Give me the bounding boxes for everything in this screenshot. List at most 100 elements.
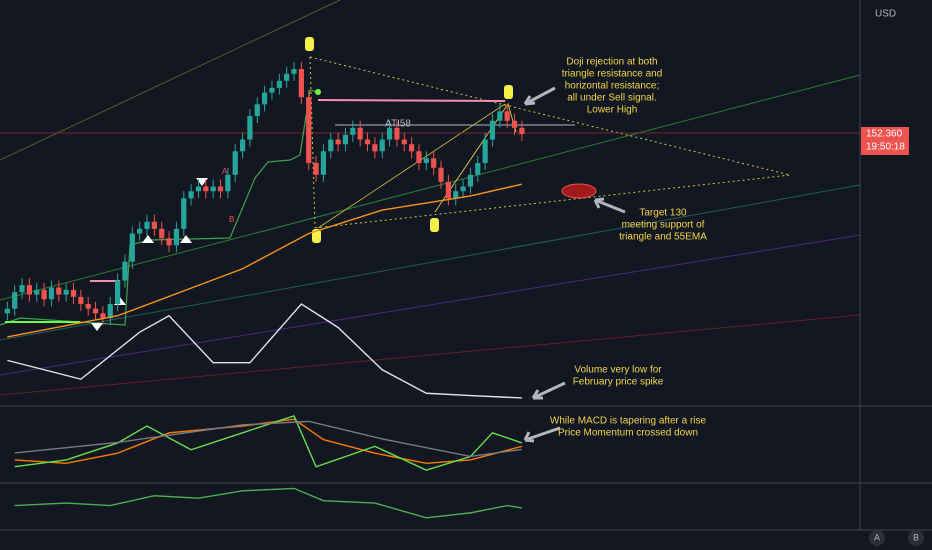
- series-line: [7, 183, 523, 338]
- candle-body: [306, 97, 312, 164]
- annotation: Doji rejection at both: [566, 57, 657, 68]
- candle-body: [166, 238, 172, 246]
- annotation: meeting support of: [622, 220, 705, 231]
- candle-body: [239, 139, 246, 152]
- candle-body: [217, 186, 224, 192]
- candle-body: [100, 313, 106, 319]
- candle-body: [504, 111, 510, 121]
- candle-body: [475, 163, 481, 175]
- candle-body: [328, 139, 334, 152]
- candle-body: [56, 287, 62, 295]
- annotation: Volume very low for: [574, 365, 662, 376]
- series-line: [14, 420, 522, 458]
- candle-body: [262, 92, 268, 105]
- candle-body: [115, 280, 121, 304]
- candle-body: [460, 186, 466, 192]
- marker-label: A: [222, 167, 228, 176]
- drawings: [0, 0, 861, 443]
- resistance: [317, 99, 506, 102]
- trend-line: [0, 184, 861, 341]
- target-zone: [561, 183, 597, 199]
- annotation: Target 130: [639, 208, 687, 219]
- candle-body: [203, 186, 209, 192]
- candle-body: [519, 127, 525, 135]
- series-line: [7, 303, 522, 399]
- candle-body: [357, 127, 363, 140]
- candle-body: [195, 186, 202, 192]
- annotation: While MACD is tapering after a rise: [550, 416, 707, 427]
- annotation: February price spike: [573, 377, 664, 388]
- candle-body: [269, 87, 275, 93]
- trend-line: [0, 314, 861, 396]
- candle-body: [225, 174, 231, 192]
- arrow-icon: [91, 323, 103, 331]
- candle-body: [247, 116, 253, 140]
- arrow: [531, 381, 566, 400]
- candle-body: [482, 139, 488, 164]
- candle-body: [151, 221, 157, 229]
- annotation: Lower High: [587, 105, 638, 116]
- candle-body: [107, 303, 113, 319]
- scale-button[interactable]: [869, 530, 885, 546]
- point-marker: [504, 85, 513, 99]
- candle-body: [70, 289, 77, 297]
- annotation: Price Momentum crossed down: [558, 428, 698, 439]
- annotation: triangle resistance and: [562, 69, 663, 80]
- last-price: 152.360: [866, 129, 903, 140]
- annotation: all under Sell signal.: [567, 93, 657, 104]
- countdown: 19:50:18: [866, 142, 905, 153]
- candle-body: [342, 134, 349, 145]
- candle-body: [78, 296, 84, 304]
- candle-body: [431, 158, 437, 168]
- candle-body: [394, 127, 400, 140]
- line-label: ATI58: [385, 119, 411, 130]
- candle-body: [350, 127, 356, 135]
- candle-body: [386, 127, 393, 140]
- candle-body: [467, 174, 474, 187]
- scale-button-label[interactable]: B: [913, 532, 919, 542]
- candle-body: [416, 151, 422, 164]
- arrow: [523, 426, 561, 443]
- series-line: [14, 418, 523, 465]
- candle-body: [34, 289, 40, 295]
- arrow: [593, 197, 626, 214]
- candle-body: [92, 308, 99, 314]
- arrow-icon: [142, 235, 154, 243]
- candle-body: [320, 151, 327, 175]
- annotation: horizontal resistance;: [565, 81, 660, 92]
- candle-body: [181, 198, 187, 229]
- candle-body: [4, 308, 10, 314]
- scale-button-label[interactable]: A: [874, 532, 880, 542]
- candle-body: [48, 287, 55, 300]
- candle-body: [12, 292, 18, 309]
- candle-body: [379, 139, 385, 152]
- candle-body: [63, 289, 69, 295]
- candle-body: [129, 233, 135, 262]
- candle-body: [159, 228, 165, 239]
- arrow-icon: [180, 235, 192, 243]
- candle-body: [298, 69, 304, 98]
- scale-button[interactable]: [908, 530, 924, 546]
- trend-line: [0, 74, 861, 301]
- candle-body: [85, 303, 91, 309]
- arrow: [523, 86, 556, 106]
- candle-body: [409, 144, 415, 152]
- point-marker: [305, 37, 314, 51]
- candle-body: [511, 120, 518, 128]
- trend-line: [0, 234, 861, 376]
- candle-body: [401, 139, 407, 145]
- last-price-tag: [861, 127, 909, 156]
- currency: USD: [875, 9, 896, 20]
- candle-body: [291, 69, 297, 74]
- annotation: triangle and 55EMA: [619, 232, 707, 243]
- axis-background: [860, 0, 932, 550]
- candle-body: [497, 111, 503, 121]
- candle-body: [41, 289, 47, 300]
- triangle: [309, 56, 316, 229]
- point-marker: [312, 229, 321, 243]
- candle-body: [19, 285, 25, 293]
